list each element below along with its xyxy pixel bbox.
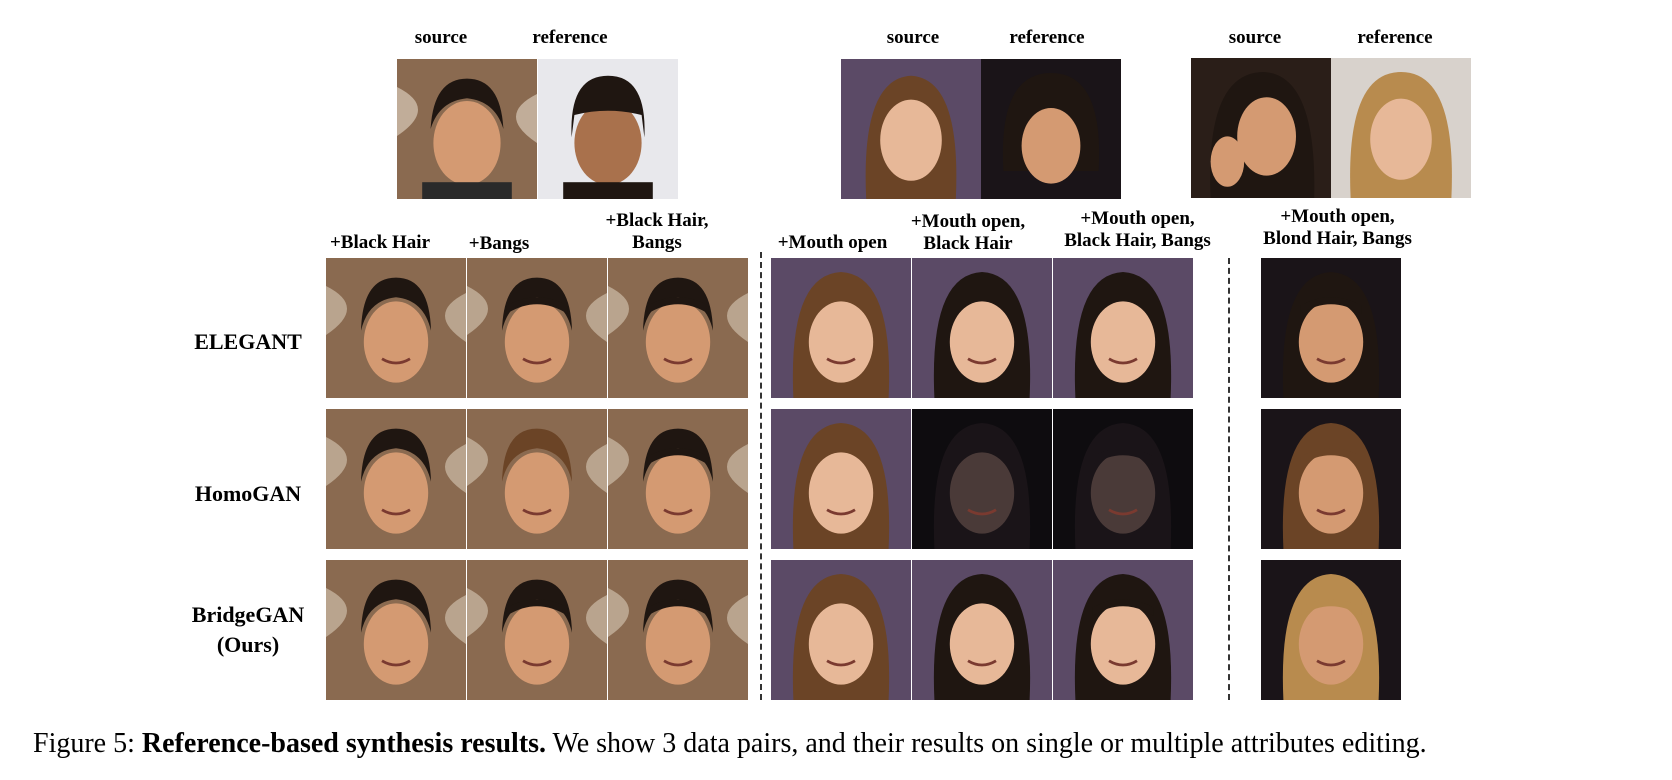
result-image-g1-r2-c3 xyxy=(608,409,748,549)
result-image-g3-r3-c1 xyxy=(1261,560,1401,700)
result-image-g2-r3-c2 xyxy=(912,560,1052,700)
group2-source-label: source xyxy=(886,27,940,48)
group1-source-image xyxy=(397,59,537,199)
result-image-g2-r3-c1 xyxy=(771,560,911,700)
result-image-g2-r2-c1 xyxy=(771,409,911,549)
result-image-g1-r2-c1 xyxy=(326,409,466,549)
result-image-g2-r2-c3 xyxy=(1053,409,1193,549)
face-photo xyxy=(841,59,981,199)
method-label-bridgegan: BridgeGAN (Ours) xyxy=(191,602,305,657)
attr-mouth-open: +Mouth open xyxy=(777,232,888,253)
group2-source-image xyxy=(841,59,981,199)
group-separator-1 xyxy=(760,252,762,700)
result-image-g3-r1-c1 xyxy=(1261,258,1401,398)
group3-source-image xyxy=(1191,58,1331,198)
attr-mouth-open-black-hair: +Mouth open, Black Hair xyxy=(910,211,1026,254)
figure-caption: Figure 5: Reference-based synthesis resu… xyxy=(33,728,1427,759)
result-image-g1-r1-c1 xyxy=(326,258,466,398)
result-image-g1-r3-c1 xyxy=(326,560,466,700)
attr-black-hair: +Black Hair xyxy=(329,232,431,253)
group3-reference-label: reference xyxy=(1357,27,1433,48)
result-image-g1-r3-c2 xyxy=(467,560,607,700)
face-photo xyxy=(538,59,678,199)
result-image-g1-r1-c3 xyxy=(608,258,748,398)
group2-reference-image xyxy=(981,59,1121,199)
face-photo xyxy=(1331,58,1471,198)
result-image-g1-r3-c3 xyxy=(608,560,748,700)
result-image-g1-r2-c2 xyxy=(467,409,607,549)
face-photo xyxy=(981,59,1121,199)
result-image-g2-r2-c2 xyxy=(912,409,1052,549)
group3-source-label: source xyxy=(1228,27,1282,48)
face-photo xyxy=(1191,58,1331,198)
face-photo xyxy=(397,59,537,199)
result-image-g2-r1-c1 xyxy=(771,258,911,398)
result-image-g2-r1-c3 xyxy=(1053,258,1193,398)
result-image-g3-r2-c1 xyxy=(1261,409,1401,549)
result-image-g2-r1-c2 xyxy=(912,258,1052,398)
attr-mouth-open-blond-hair-bangs: +Mouth open, Blond Hair, Bangs xyxy=(1263,206,1412,249)
result-image-g2-r3-c3 xyxy=(1053,560,1193,700)
group-separator-2 xyxy=(1228,258,1230,700)
group3-reference-image xyxy=(1331,58,1471,198)
attr-bangs: +Bangs xyxy=(468,233,530,254)
attr-mouth-open-black-hair-bangs: +Mouth open, Black Hair, Bangs xyxy=(1064,208,1211,251)
group1-reference-label: reference xyxy=(532,27,608,48)
group1-source-label: source xyxy=(414,27,468,48)
result-image-g1-r1-c2 xyxy=(467,258,607,398)
method-label-homogan: HomoGAN xyxy=(194,481,302,506)
attr-black-hair-bangs: +Black Hair, Bangs xyxy=(605,210,709,253)
group1-reference-image xyxy=(538,59,678,199)
group2-reference-label: reference xyxy=(1009,27,1085,48)
method-label-elegant: ELEGANT xyxy=(194,329,302,354)
